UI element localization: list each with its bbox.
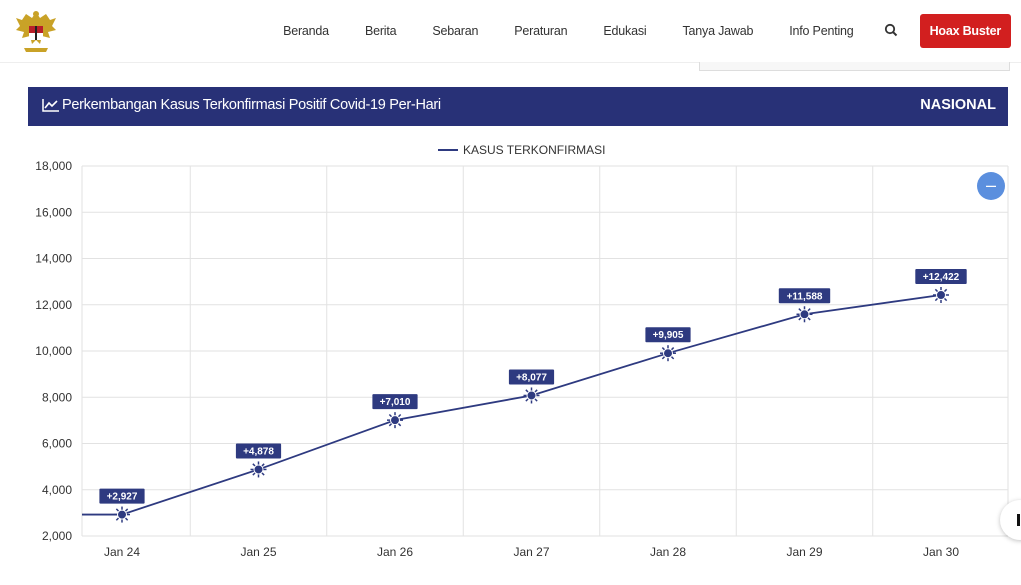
nav-tanya-jawab[interactable]: Tanya Jawab	[682, 24, 754, 38]
y-tick-label: 18,000	[35, 159, 72, 173]
top-navbar: Beranda Berita Sebaran Peraturan Edukasi…	[0, 0, 1021, 63]
y-tick-label: 12,000	[35, 298, 72, 312]
main-nav: Beranda Berita Sebaran Peraturan Edukasi…	[283, 0, 1021, 62]
chart-header-title-wrap: Perkembangan Kasus Terkonfirmasi Positif…	[42, 97, 441, 113]
virus-marker	[796, 306, 813, 323]
x-tick-label: Jan 27	[513, 545, 549, 559]
data-label: +12,422	[923, 272, 960, 283]
virus-marker	[660, 345, 676, 362]
data-label: +9,905	[653, 330, 684, 341]
data-label-box	[235, 443, 282, 459]
virus-marker	[250, 461, 267, 478]
y-tick-label: 10,000	[35, 344, 72, 358]
data-label: +8,077	[516, 372, 547, 383]
virus-marker	[933, 286, 949, 303]
nav-berita[interactable]: Berita	[364, 24, 397, 38]
data-label-box	[778, 288, 831, 304]
scroll-icon	[1017, 514, 1020, 526]
x-tick-label: Jan 25	[240, 545, 276, 559]
x-tick-label: Jan 28	[650, 545, 686, 559]
y-tick-label: 4,000	[42, 483, 72, 497]
legend-label: KASUS TERKONFIRMASI	[463, 143, 605, 157]
data-label-box	[99, 488, 145, 504]
chart-area: 2,000 4,000 6,000 8,000 10,000 12,000 14,000 16…	[0, 130, 1021, 580]
line-chart-icon	[42, 99, 59, 112]
y-tick-label: 8,000	[42, 390, 72, 404]
nav-beranda[interactable]: Beranda	[283, 24, 329, 38]
y-tick-label: 2,000	[42, 529, 72, 543]
scroll-button[interactable]	[1000, 500, 1021, 540]
nav-sebaran[interactable]: Sebaran	[432, 24, 479, 38]
region-label: NASIONAL	[920, 97, 996, 113]
data-label: +7,010	[380, 397, 411, 408]
virus-marker	[387, 412, 403, 429]
chart-title: Perkembangan Kasus Terkonfirmasi Positif…	[62, 97, 441, 113]
data-label: +4,878	[243, 446, 274, 457]
y-tick-label: 16,000	[35, 205, 72, 219]
zoom-out-button[interactable]: –	[977, 172, 1005, 200]
x-tick-label: Jan 30	[923, 545, 959, 559]
x-tick-label: Jan 26	[377, 545, 413, 559]
data-label-box	[915, 268, 967, 284]
data-label: +11,588	[787, 291, 823, 302]
x-tick-label: Jan 24	[104, 545, 140, 559]
nav-info-penting[interactable]: Info Penting	[789, 24, 854, 38]
series-line	[82, 294, 942, 516]
chart-header: Perkembangan Kasus Terkonfirmasi Positif…	[28, 87, 1008, 126]
x-tick-label: Jan 29	[786, 545, 822, 559]
hoax-buster-button[interactable]: Hoax Buster	[919, 14, 1011, 48]
line-chart: 2,000 4,000 6,000 8,000 10,000 12,000 14,000 16…	[35, 143, 1009, 559]
y-tick-label: 14,000	[35, 252, 72, 266]
search-icon[interactable]	[882, 21, 902, 41]
data-label-box	[645, 327, 691, 343]
dropdown-panel-edge	[699, 62, 1010, 71]
virus-marker	[114, 506, 130, 523]
virus-marker	[523, 387, 540, 404]
garuda-logo[interactable]	[12, 6, 60, 56]
nav-peraturan[interactable]: Peraturan	[514, 24, 568, 38]
data-label-box	[508, 369, 555, 385]
data-label-box	[372, 394, 418, 410]
y-tick-label: 6,000	[42, 437, 72, 451]
data-label: +2,927	[107, 492, 138, 503]
nav-edukasi[interactable]: Edukasi	[603, 24, 647, 38]
